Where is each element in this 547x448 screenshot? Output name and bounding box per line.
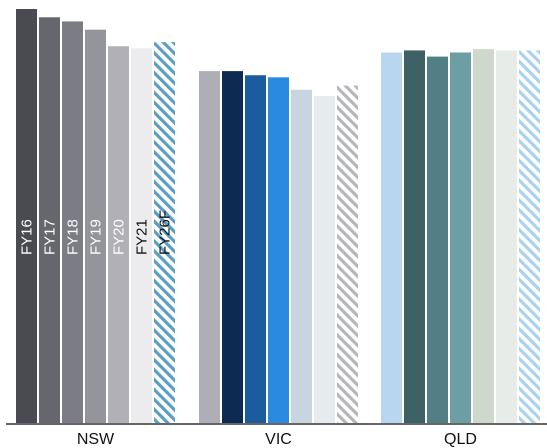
category-label-qld: QLD xyxy=(444,431,477,448)
bar-nsw-fy26f xyxy=(154,42,175,424)
bar-nsw-fy19 xyxy=(85,29,106,423)
bar-label-fy18: FY18 xyxy=(65,219,82,255)
bar-label-fy19: FY19 xyxy=(88,219,105,255)
bar-nsw-fy17 xyxy=(39,17,60,424)
category-label-layer: NSW VIC QLD xyxy=(77,431,477,448)
bar-nsw-fy16 xyxy=(16,9,37,423)
bar-vic-fy26f xyxy=(337,85,358,423)
bar-label-fy16: FY16 xyxy=(19,219,36,255)
bar-qld-fy19 xyxy=(450,52,471,423)
bar-vic-fy19 xyxy=(268,77,289,423)
bar-qld-fy21 xyxy=(496,50,517,424)
bar-qld-fy20 xyxy=(473,49,494,424)
bar-label-fy21: FY21 xyxy=(134,219,151,255)
bar-qld-fy18 xyxy=(427,56,448,424)
bar-vic-fy21 xyxy=(314,95,335,423)
bar-vic-fy20 xyxy=(291,89,312,423)
bar-label-fy26f: FY26F xyxy=(157,210,174,255)
bar-nsw-fy20 xyxy=(108,46,129,423)
bar-nsw-fy18 xyxy=(62,21,83,423)
bar-vic-fy17 xyxy=(222,71,243,423)
bar-qld-fy16 xyxy=(381,52,402,423)
category-label-vic: VIC xyxy=(265,431,292,448)
bar-label-fy20: FY20 xyxy=(111,219,128,255)
bar-layer xyxy=(16,9,540,424)
bar-vic-fy18 xyxy=(245,75,266,424)
bar-label-fy17: FY17 xyxy=(42,219,59,255)
bar-vic-fy16 xyxy=(199,71,220,423)
bar-qld-fy17 xyxy=(404,50,425,424)
bar-nsw-fy21 xyxy=(131,48,152,424)
bar-label-layer: FY16 FY17 FY18 FY19 FY20 FY21 FY26F xyxy=(19,210,174,255)
bar-qld-fy26f xyxy=(519,50,540,424)
category-label-nsw: NSW xyxy=(77,431,115,448)
